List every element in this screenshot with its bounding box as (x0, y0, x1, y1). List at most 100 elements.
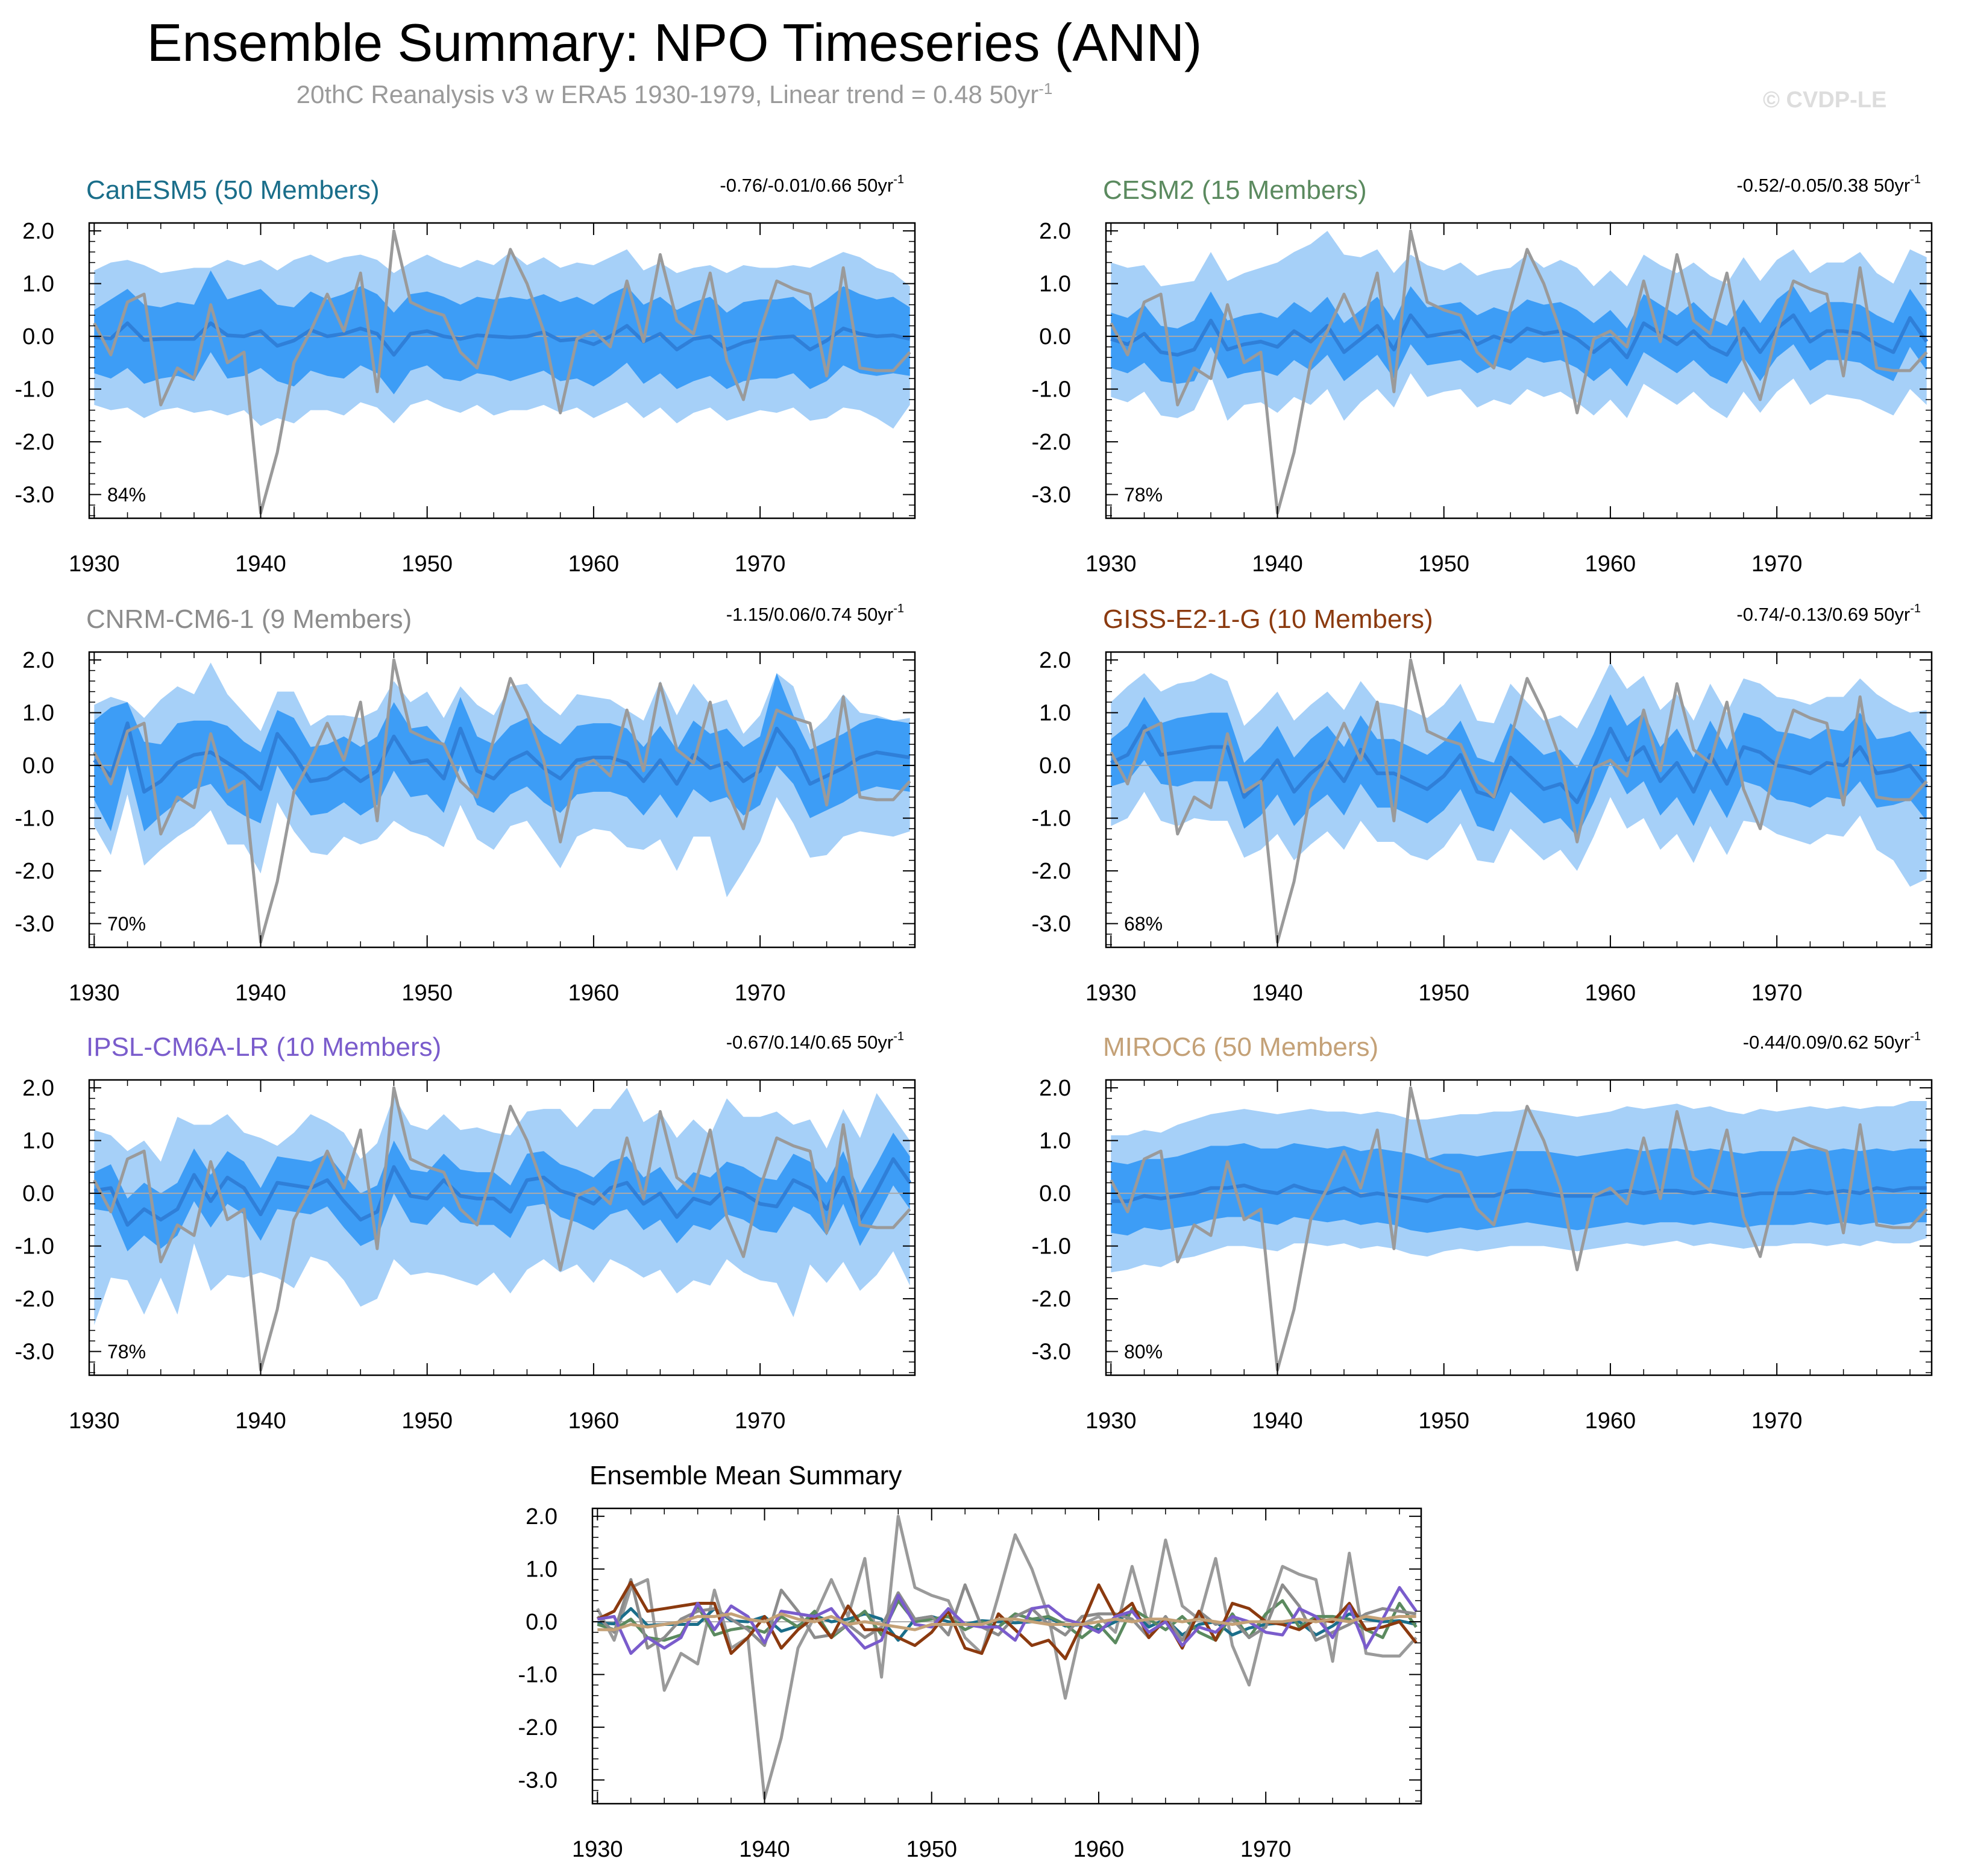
trend-exponent: -1 (893, 1030, 904, 1043)
plot-frame (88, 1079, 916, 1376)
y-tick-label: -1.0 (1032, 1234, 1071, 1260)
y-tick-label: -1.0 (15, 806, 54, 832)
summary-series-line (597, 1612, 1416, 1631)
y-tick-label: 1.0 (1039, 1129, 1071, 1154)
y-tick-label: 0.0 (1039, 753, 1071, 779)
panel-title: IPSL-CM6A-LR (10 Members) (86, 1032, 441, 1062)
panel-title: MIROC6 (50 Members) (1103, 1032, 1378, 1062)
trend-exponent: -1 (893, 173, 904, 186)
y-tick-label: -3.0 (518, 1768, 557, 1793)
x-tick-label: 1960 (1585, 1408, 1636, 1434)
plot-frame (591, 1507, 1422, 1805)
plot-frame (1105, 222, 1933, 519)
y-tick-label: -2.0 (1032, 1287, 1071, 1312)
ensemble-mean-line (1110, 724, 1929, 805)
trend-value: -0.52/-0.05/0.38 50yr (1736, 175, 1910, 196)
trend-label: -0.52/-0.05/0.38 50yr-1 (1736, 173, 1921, 196)
trend-exponent: -1 (1910, 602, 1921, 615)
panel-title: GISS-E2-1-G (10 Members) (1103, 604, 1433, 634)
observations-line (1110, 1086, 1928, 1372)
y-tick-label: -3.0 (15, 1340, 54, 1365)
panel-title: CESM2 (15 Members) (1103, 175, 1367, 205)
x-tick-label: 1970 (735, 1408, 786, 1434)
observations-line (93, 658, 911, 944)
trend-value: -1.15/0.06/0.74 50yr (726, 604, 893, 625)
trend-label: -1.15/0.06/0.74 50yr-1 (726, 602, 904, 625)
y-tick-label: -3.0 (1032, 912, 1071, 937)
x-tick-label: 1970 (1751, 980, 1803, 1006)
y-tick-label: 2.0 (1039, 219, 1071, 244)
y-tick-label: 1.0 (22, 272, 54, 297)
main-title: Ensemble Summary: NPO Timeseries (ANN) (146, 13, 1202, 72)
y-tick-label: -1.0 (15, 1234, 54, 1260)
x-tick-label: 1950 (906, 1837, 957, 1862)
y-tick-label: -2.0 (15, 859, 54, 884)
plot-frame (88, 222, 916, 519)
ensemble-mean-line (94, 321, 911, 357)
y-tick-label: 0.0 (22, 753, 54, 779)
percent-label: 80% (1124, 1341, 1163, 1363)
x-tick-label: 1950 (401, 551, 453, 577)
y-tick-label: 0.0 (1039, 324, 1071, 350)
y-tick-label: -2.0 (518, 1715, 557, 1740)
x-tick-label: 1930 (69, 1408, 120, 1434)
x-tick-label: 1950 (1418, 551, 1469, 577)
inner-spread-band (94, 270, 910, 395)
model-panel: 2.0 1.0 0.0 -1.0 -2.0 -3.0 1930 1940 1950 1960 197… (15, 173, 916, 577)
x-tick-label: 1950 (1418, 980, 1469, 1006)
y-tick-label: 1.0 (1039, 272, 1071, 297)
subtitle-text: 20thC Reanalysis v3 w ERA5 1930-1979, Li… (296, 80, 1039, 108)
x-tick-label: 1970 (1751, 1408, 1803, 1434)
trend-label: -0.74/-0.13/0.69 50yr-1 (1736, 602, 1921, 625)
y-tick-label: 0.0 (22, 1181, 54, 1206)
y-tick-label: 0.0 (1039, 1181, 1071, 1206)
y-tick-label: -1.0 (518, 1663, 557, 1688)
x-tick-label: 1960 (1073, 1837, 1125, 1862)
percent-label: 84% (107, 484, 146, 506)
trend-label: -0.76/-0.01/0.66 50yr-1 (720, 173, 904, 196)
x-tick-label: 1960 (568, 1408, 620, 1434)
y-tick-label: 1.0 (22, 701, 54, 726)
y-tick-label: -3.0 (1032, 483, 1071, 508)
x-tick-label: 1930 (1085, 551, 1137, 577)
trend-value: -0.76/-0.01/0.66 50yr (720, 175, 893, 196)
model-panel: 2.0 1.0 0.0 -1.0 -2.0 -3.0 1930 1940 1950 1960 197… (15, 1030, 916, 1434)
x-tick-label: 1960 (568, 980, 620, 1006)
x-tick-label: 1930 (572, 1837, 623, 1862)
x-tick-label: 1970 (735, 980, 786, 1006)
model-panel: 2.0 1.0 0.0 -1.0 -2.0 -3.0 1930 1940 1950 1960 197… (1032, 1030, 1933, 1434)
x-tick-label: 1970 (1751, 551, 1803, 577)
trend-exponent: -1 (893, 602, 904, 615)
panel-title: CNRM-CM6-1 (9 Members) (86, 604, 412, 634)
subtitle-exponent: -1 (1038, 80, 1053, 98)
ensemble-mean-line (1111, 1184, 1927, 1203)
summary-series-line (597, 1581, 1418, 1660)
ensemble-mean-line (93, 1157, 912, 1227)
x-tick-label: 1950 (401, 980, 453, 1006)
x-tick-label: 1960 (568, 551, 620, 577)
x-tick-label: 1930 (1085, 980, 1137, 1006)
x-tick-label: 1950 (401, 1408, 453, 1434)
y-tick-label: -3.0 (1032, 1340, 1071, 1365)
y-tick-label: 2.0 (22, 219, 54, 244)
model-panel: 2.0 1.0 0.0 -1.0 -2.0 -3.0 1930 1940 1950 1960 197… (1032, 173, 1933, 577)
y-tick-label: -3.0 (15, 912, 54, 937)
x-tick-label: 1970 (735, 551, 786, 577)
x-tick-label: 1930 (69, 980, 120, 1006)
x-tick-label: 1940 (235, 980, 286, 1006)
summary-title: Ensemble Mean Summary (589, 1461, 902, 1490)
trend-value: -0.44/0.09/0.62 50yr (1743, 1032, 1910, 1053)
y-tick-label: 2.0 (22, 1076, 54, 1101)
x-tick-label: 1970 (1240, 1837, 1292, 1862)
observations-line (93, 229, 911, 515)
y-tick-label: 2.0 (526, 1504, 557, 1529)
y-tick-label: 2.0 (22, 648, 54, 673)
y-tick-label: 1.0 (1039, 701, 1071, 726)
trend-label: -0.44/0.09/0.62 50yr-1 (1743, 1030, 1921, 1053)
percent-label: 78% (107, 1341, 146, 1363)
model-panel: 2.0 1.0 0.0 -1.0 -2.0 -3.0 1930 1940 1950 1960 197… (15, 602, 916, 1006)
trend-exponent: -1 (1910, 1030, 1921, 1043)
observations-line (93, 1086, 911, 1372)
y-tick-label: -1.0 (1032, 377, 1071, 403)
percent-label: 78% (1124, 484, 1163, 506)
